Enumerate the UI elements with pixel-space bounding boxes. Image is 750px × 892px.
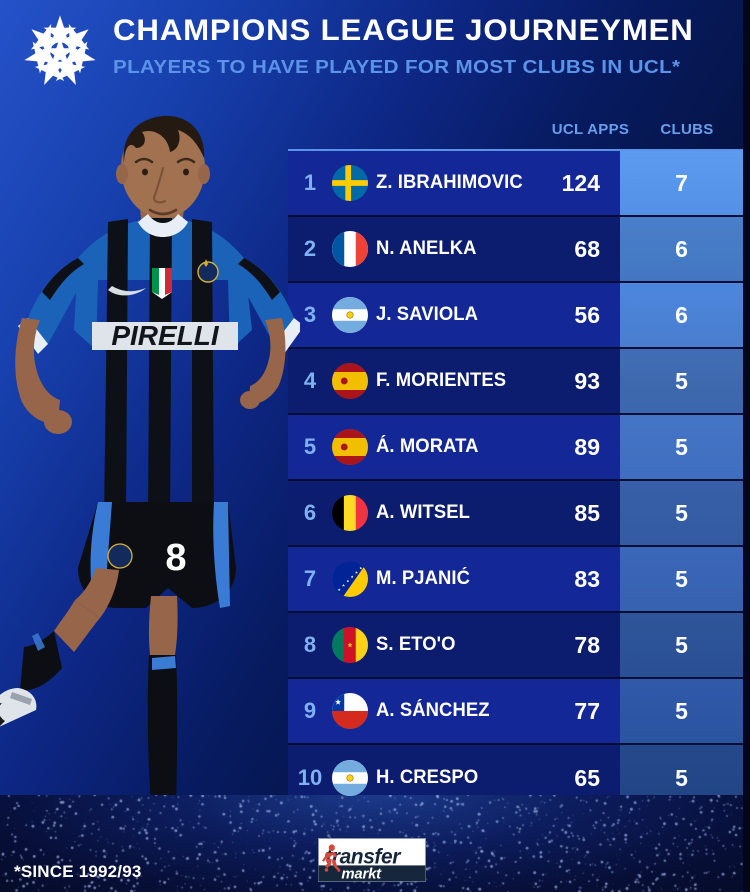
- svg-text:PIRELLI: PIRELLI: [111, 320, 220, 351]
- svg-text:transfer: transfer: [325, 845, 402, 868]
- svg-text:markt: markt: [341, 867, 382, 882]
- svg-text:8: 8: [165, 537, 186, 579]
